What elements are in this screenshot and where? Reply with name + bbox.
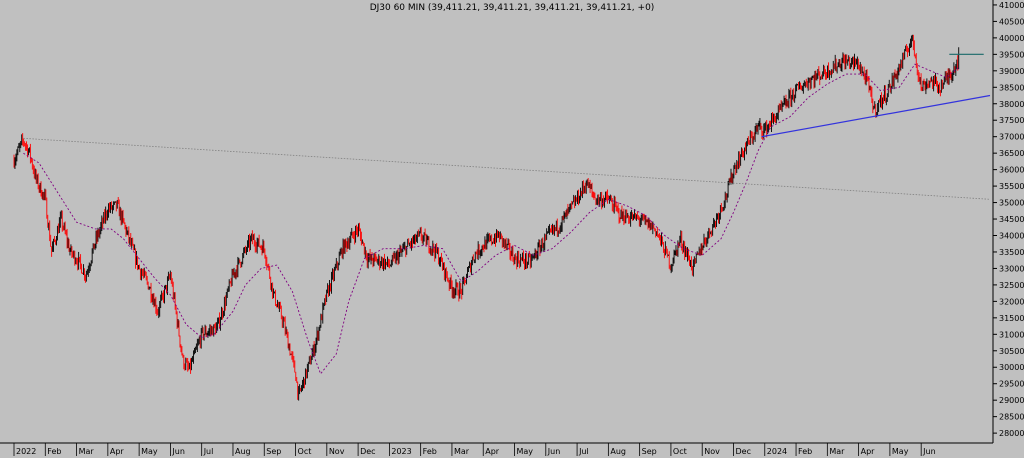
x-tick-label: Apr	[110, 447, 125, 456]
x-tick-label: Feb	[423, 447, 437, 456]
x-tick-label: Mar	[79, 447, 95, 456]
x-tick-label: Dec	[360, 447, 375, 456]
x-tick-label: Feb	[798, 447, 812, 456]
x-tick-label: Apr	[861, 447, 876, 456]
y-tick-label: 41000	[999, 1, 1024, 10]
y-tick-label: 39500	[999, 50, 1024, 59]
y-tick-label: 28000	[999, 429, 1024, 438]
x-tick-label: 2024	[767, 447, 787, 456]
x-tick-label: Dec	[735, 447, 750, 456]
y-tick-label: 34500	[999, 215, 1024, 224]
x-tick-label: Aug	[235, 447, 251, 456]
trendline	[761, 94, 991, 138]
y-tick-label: 39000	[999, 67, 1024, 76]
trendline	[23, 137, 991, 200]
chart-title: DJ30 60 MIN (39,411.21, 39,411.21, 39,41…	[369, 3, 655, 13]
y-tick-label: 38000	[999, 100, 1024, 109]
x-tick-label: Nov	[329, 447, 345, 456]
y-tick-label: 36500	[999, 149, 1024, 158]
x-tick-label: May	[517, 447, 534, 456]
x-tick-label: May	[141, 447, 158, 456]
x-tick-label: Oct	[673, 447, 687, 456]
x-tick-label: May	[892, 447, 909, 456]
x-tick-label: 2022	[16, 447, 36, 456]
x-tick-label: Aug	[610, 447, 626, 456]
moving-average-line	[23, 63, 959, 375]
y-tick-label: 30500	[999, 347, 1024, 356]
y-tick-label: 31000	[999, 330, 1024, 339]
x-tick-label: Mar	[829, 447, 845, 456]
x-tick-label: Jun	[922, 447, 936, 456]
y-tick-label: 29500	[999, 380, 1024, 389]
x-tick-label: Feb	[47, 447, 61, 456]
y-tick-label: 36000	[999, 166, 1024, 175]
y-tick-label: 33000	[999, 264, 1024, 273]
y-tick-label: 40500	[999, 17, 1024, 26]
y-tick-label: 33500	[999, 248, 1024, 257]
x-tick-label: Mar	[454, 447, 470, 456]
y-tick-label: 28500	[999, 413, 1024, 422]
x-tick-label: Jun	[547, 447, 561, 456]
candles	[13, 34, 960, 401]
y-tick-label: 35000	[999, 199, 1024, 208]
y-tick-label: 37500	[999, 116, 1024, 125]
x-tick-label: Jun	[171, 447, 185, 456]
x-axis: 2022 Feb Mar Apr May Jun Jul Aug Sep Oct Nov Dec 202…	[0, 442, 993, 456]
x-tick-label: Nov	[704, 447, 720, 456]
y-axis: 28000 28500 29000 29500 30000 30500 31000 31500…	[992, 0, 1024, 443]
overlays	[23, 53, 991, 375]
x-tick-label: Jul	[203, 447, 214, 456]
x-tick-label: Oct	[298, 447, 312, 456]
x-tick-label: Sep	[642, 447, 657, 456]
y-tick-label: 34000	[999, 231, 1024, 240]
x-tick-label: Apr	[485, 447, 500, 456]
x-tick-label: 2023	[391, 447, 411, 456]
y-tick-label: 37000	[999, 133, 1024, 142]
y-tick-label: 29000	[999, 396, 1024, 405]
y-tick-label: 32000	[999, 297, 1024, 306]
y-tick-label: 30000	[999, 363, 1024, 372]
y-tick-label: 38500	[999, 83, 1024, 92]
y-tick-label: 32500	[999, 281, 1024, 290]
y-tick-label: 35500	[999, 182, 1024, 191]
x-tick-label: Sep	[266, 447, 281, 456]
x-tick-label: Jul	[578, 447, 589, 456]
y-tick-label: 40000	[999, 34, 1024, 43]
y-tick-label: 31500	[999, 314, 1024, 323]
